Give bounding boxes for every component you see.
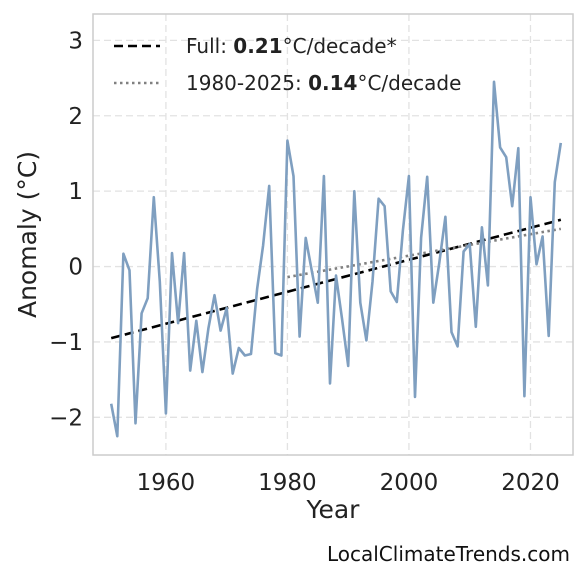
legend-entry-full-trend: Full: 0.21°C/decade*: [186, 34, 397, 58]
plot-area-frame: [92, 13, 574, 456]
x-tick-label: 1980: [258, 470, 317, 496]
legend: Full: 0.21°C/decade* 1980-2025: 0.14°C/d…: [114, 34, 461, 95]
x-tick-label: 2000: [380, 470, 439, 496]
credit-text: LocalClimateTrends.com: [327, 542, 570, 566]
legend-rate-value: 0.21: [233, 34, 282, 58]
legend-prefix: 1980-2025:: [186, 71, 308, 95]
legend-suffix: °C/decade: [357, 71, 461, 95]
legend-prefix: Full:: [186, 34, 233, 58]
x-tick-label: 1960: [137, 470, 196, 496]
y-axis-title: Anomaly (°C): [13, 151, 42, 318]
x-tick-label: 2020: [501, 470, 560, 496]
y-tick-label: 3: [68, 28, 83, 54]
y-tick-label: −2: [49, 405, 83, 431]
trend-line-recent: [287, 227, 562, 279]
y-tick-label: 1: [68, 179, 83, 205]
y-tick-label: 2: [68, 104, 83, 130]
x-tick-labels: 1960 1980 2000 2020: [137, 470, 560, 496]
y-tick-label: 0: [68, 255, 83, 281]
y-tick-label: −1: [49, 330, 83, 356]
x-axis-title: Year: [306, 495, 361, 524]
y-tick-labels: −2 −1 0 1 2 3: [49, 28, 83, 431]
legend-entry-recent-trend: 1980-2025: 0.14°C/decade: [186, 71, 461, 95]
legend-suffix: °C/decade*: [283, 34, 397, 58]
series-line: [109, 80, 563, 438]
series-layer: [109, 80, 563, 438]
legend-rate-value: 0.14: [308, 71, 357, 95]
